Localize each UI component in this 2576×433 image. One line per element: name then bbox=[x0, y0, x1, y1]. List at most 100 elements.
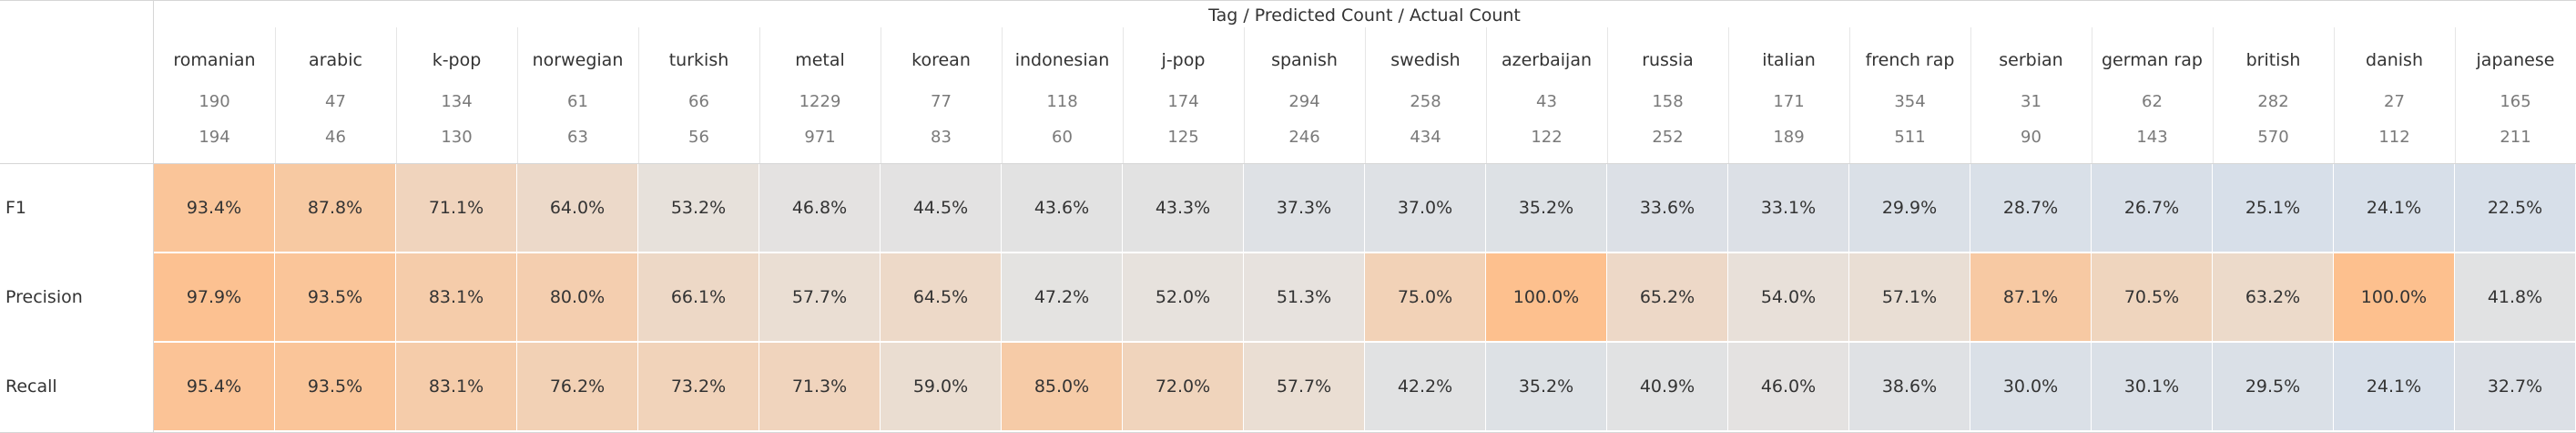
predicted-count: 47 bbox=[325, 92, 346, 111]
column-header-italian: italian 171 189 bbox=[1728, 27, 1849, 164]
row-label-f1: F1 bbox=[5, 198, 27, 218]
tag-name: azerbaijan bbox=[1501, 50, 1593, 70]
heatmap-cell: 93.4% bbox=[154, 164, 275, 253]
heatmap-cell: 64.0% bbox=[517, 164, 638, 253]
predicted-count: 294 bbox=[1288, 92, 1320, 111]
heatmap-cell: 76.2% bbox=[517, 343, 638, 431]
heatmap-cell: 53.2% bbox=[638, 164, 759, 253]
heatmap-cell: 38.6% bbox=[1849, 343, 1970, 431]
heatmap-cell: 87.1% bbox=[1970, 253, 2092, 342]
heatmap-cell: 54.0% bbox=[1728, 253, 1849, 342]
column-header-russia: russia 158 252 bbox=[1607, 27, 1728, 164]
actual-count: 60 bbox=[1052, 128, 1073, 147]
column-header-german-rap: german rap 62 143 bbox=[2092, 27, 2213, 164]
actual-count: 83 bbox=[931, 128, 952, 147]
header-column-divider bbox=[1002, 27, 1003, 164]
header-column-divider bbox=[275, 27, 276, 164]
heatmap-cell: 72.0% bbox=[1123, 343, 1244, 431]
column-header-indonesian: indonesian 118 60 bbox=[1002, 27, 1123, 164]
heatmap-cell: 33.6% bbox=[1607, 164, 1728, 253]
heatmap-cell: 65.2% bbox=[1607, 253, 1728, 342]
actual-count: 122 bbox=[1531, 128, 1563, 147]
heatmap-cell: 100.0% bbox=[1486, 253, 1607, 342]
column-header-k-pop: k-pop 134 130 bbox=[396, 27, 517, 164]
predicted-count: 354 bbox=[1894, 92, 1926, 111]
column-header-swedish: swedish 258 434 bbox=[1365, 27, 1486, 164]
actual-count: 90 bbox=[2021, 128, 2041, 147]
heatmap-cell: 93.5% bbox=[275, 253, 396, 342]
heatmap-cell: 51.3% bbox=[1244, 253, 1365, 342]
header-column-divider bbox=[1244, 27, 1245, 164]
predicted-count: 258 bbox=[1410, 92, 1441, 111]
predicted-count: 27 bbox=[2384, 92, 2405, 111]
heatmap-cell: 43.6% bbox=[1002, 164, 1123, 253]
predicted-count: 171 bbox=[1773, 92, 1805, 111]
actual-count: 434 bbox=[1410, 128, 1441, 147]
column-header-korean: korean 77 83 bbox=[881, 27, 1002, 164]
predicted-count: 158 bbox=[1652, 92, 1684, 111]
tag-name: russia bbox=[1642, 50, 1694, 70]
actual-count: 194 bbox=[199, 128, 230, 147]
actual-count: 246 bbox=[1288, 128, 1320, 147]
column-header-romanian: romanian 190 194 bbox=[154, 27, 275, 164]
predicted-count: 1229 bbox=[799, 92, 841, 111]
heatmap-cell: 71.1% bbox=[396, 164, 517, 253]
header-column-divider bbox=[2213, 27, 2214, 164]
heatmap-cell: 83.1% bbox=[396, 253, 517, 342]
heatmap-cell: 46.0% bbox=[1728, 343, 1849, 431]
heatmap-cell: 40.9% bbox=[1607, 343, 1728, 431]
heatmap-cell: 26.7% bbox=[2092, 164, 2213, 253]
heatmap-cell: 57.1% bbox=[1849, 253, 1970, 342]
heatmap-cell: 73.2% bbox=[638, 343, 759, 431]
tag-name: german rap bbox=[2102, 50, 2203, 70]
heatmap-cell: 47.2% bbox=[1002, 253, 1123, 342]
predicted-count: 61 bbox=[567, 92, 588, 111]
heatmap-cell: 42.2% bbox=[1365, 343, 1486, 431]
column-header-azerbaijan: azerbaijan 43 122 bbox=[1486, 27, 1607, 164]
row-label-precision: Precision bbox=[5, 287, 83, 307]
tag-name: british bbox=[2245, 50, 2301, 70]
tag-name: turkish bbox=[668, 50, 729, 70]
column-header-metal: metal 1229 971 bbox=[759, 27, 881, 164]
tag-name: norwegian bbox=[532, 50, 624, 70]
header-column-divider bbox=[517, 27, 518, 164]
heatmap-cell: 57.7% bbox=[1244, 343, 1365, 431]
actual-count: 511 bbox=[1894, 128, 1926, 147]
tag-name: japanese bbox=[2476, 50, 2555, 70]
actual-count: 189 bbox=[1773, 128, 1805, 147]
heatmap-cell: 95.4% bbox=[154, 343, 275, 431]
row-header-divider bbox=[153, 0, 154, 433]
actual-count: 125 bbox=[1167, 128, 1199, 147]
heatmap-cell: 100.0% bbox=[2334, 253, 2455, 342]
predicted-count: 62 bbox=[2142, 92, 2163, 111]
tag-name: arabic bbox=[309, 50, 362, 70]
heatmap-cell: 29.5% bbox=[2213, 343, 2334, 431]
heatmap-cell: 35.2% bbox=[1486, 164, 1607, 253]
heatmap-cell: 32.7% bbox=[2455, 343, 2576, 431]
heatmap-cell: 30.0% bbox=[1970, 343, 2092, 431]
heatmap-cell: 29.9% bbox=[1849, 164, 1970, 253]
heatmap-cell: 97.9% bbox=[154, 253, 275, 342]
predicted-count: 77 bbox=[931, 92, 952, 111]
heatmap-cell: 43.3% bbox=[1123, 164, 1244, 253]
heatmap-cell: 83.1% bbox=[396, 343, 517, 431]
actual-count: 570 bbox=[2257, 128, 2289, 147]
column-header-danish: danish 27 112 bbox=[2334, 27, 2455, 164]
header-column-divider bbox=[1486, 27, 1487, 164]
tag-name: k-pop bbox=[432, 50, 482, 70]
heatmap-cell: 59.0% bbox=[881, 343, 1002, 431]
heatmap-cell: 64.5% bbox=[881, 253, 1002, 342]
heatmap-cell: 80.0% bbox=[517, 253, 638, 342]
tag-name: french rap bbox=[1865, 50, 1955, 70]
actual-count: 130 bbox=[441, 128, 473, 147]
header-column-divider bbox=[1123, 27, 1124, 164]
header-column-divider bbox=[1970, 27, 1971, 164]
predicted-count: 282 bbox=[2257, 92, 2289, 111]
predicted-count: 66 bbox=[688, 92, 709, 111]
predicted-count: 190 bbox=[199, 92, 230, 111]
heatmap-cell: 85.0% bbox=[1002, 343, 1123, 431]
heatmap-cell: 63.2% bbox=[2213, 253, 2334, 342]
column-header-j-pop: j-pop 174 125 bbox=[1123, 27, 1244, 164]
tag-name: serbian bbox=[1999, 50, 2063, 70]
